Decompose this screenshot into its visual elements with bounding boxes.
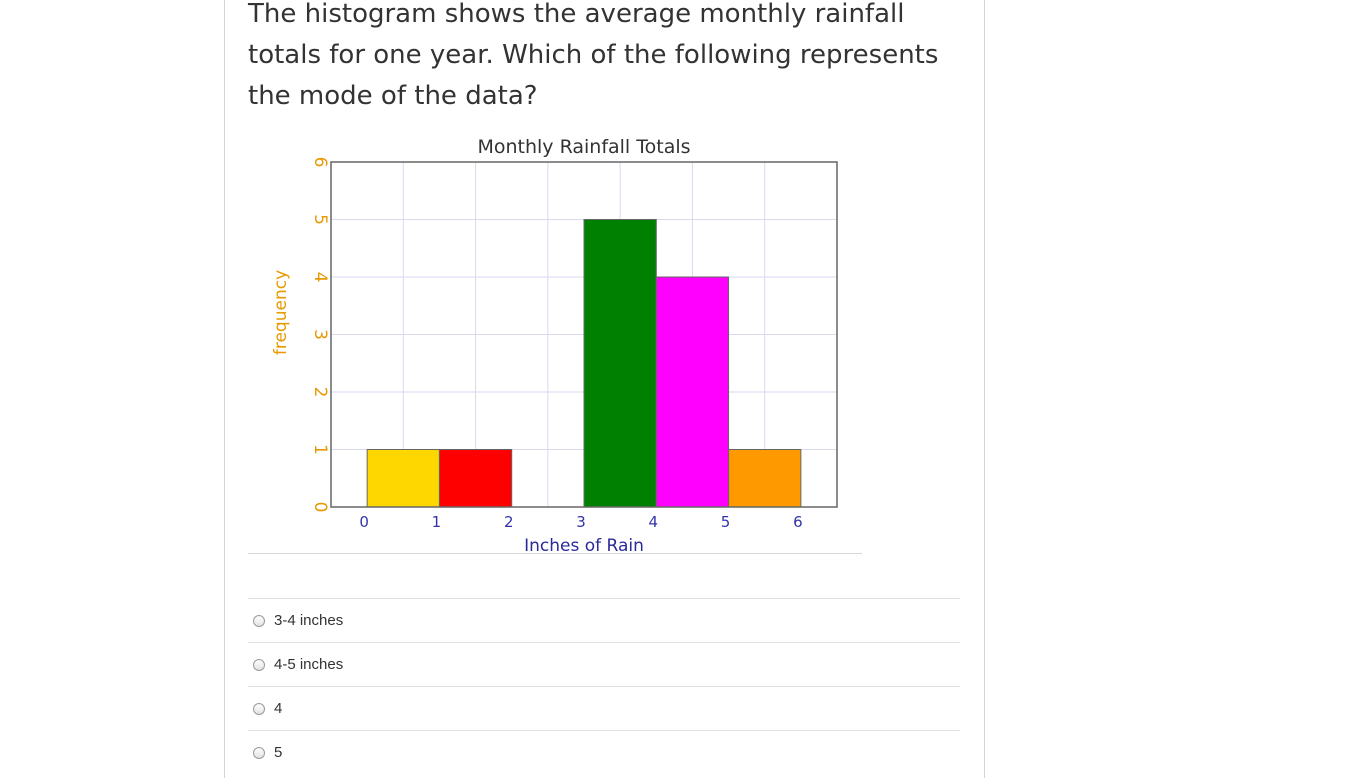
y-tick-label: 1 [310,444,330,455]
x-axis-label: Inches of Rain [524,536,644,556]
histogram-bar-4-5 [655,276,730,508]
chart-title: Monthly Rainfall Totals [477,136,690,158]
y-tick-label: 2 [310,387,330,398]
answer-option-4[interactable]: 5 [248,730,960,774]
answer-option-label: 4 [274,700,283,717]
x-tick-label: 1 [432,513,442,531]
answer-option-label: 5 [274,744,283,761]
x-tick-label: 5 [721,513,731,531]
radio-button-icon[interactable] [253,702,265,715]
histogram-bar-3-4 [583,219,657,508]
y-tick-label: 0 [310,502,330,513]
answer-option-label: 3-4 inches [274,612,344,629]
histogram-bar-1-2 [438,449,513,508]
answer-option-3[interactable]: 4 [248,686,960,730]
answer-options: 3-4 inches 4-5 inches 4 5 [248,598,960,774]
y-tick-label: 3 [310,329,330,340]
histogram-bar-5-6 [728,449,802,508]
chart-bars [366,219,802,508]
answer-option-2[interactable]: 4-5 inches [248,642,960,686]
histogram-bar-0-1 [366,449,440,508]
y-tick-label: 6 [310,157,330,168]
x-tick-label: 0 [359,513,369,531]
x-tick-label: 2 [504,513,514,531]
x-tick-label: 4 [649,513,659,531]
answer-option-1[interactable]: 3-4 inches [248,598,960,642]
question-text: The histogram shows the average monthly … [248,0,939,111]
y-tick-labels: 0 1 2 3 4 5 6 [310,157,330,513]
chart-divider [248,553,862,554]
y-tick-label: 4 [310,272,330,283]
radio-button-icon[interactable] [253,614,265,627]
x-tick-labels: 0 1 2 3 4 5 6 [359,513,802,531]
y-tick-label: 5 [310,214,330,225]
radio-button-icon[interactable] [253,746,265,759]
answer-option-label: 4-5 inches [274,656,344,673]
plot-frame [330,161,838,508]
y-axis-label: frequency [271,270,291,355]
x-tick-label: 6 [793,513,803,531]
radio-button-icon[interactable] [253,658,265,671]
x-tick-label: 3 [576,513,586,531]
